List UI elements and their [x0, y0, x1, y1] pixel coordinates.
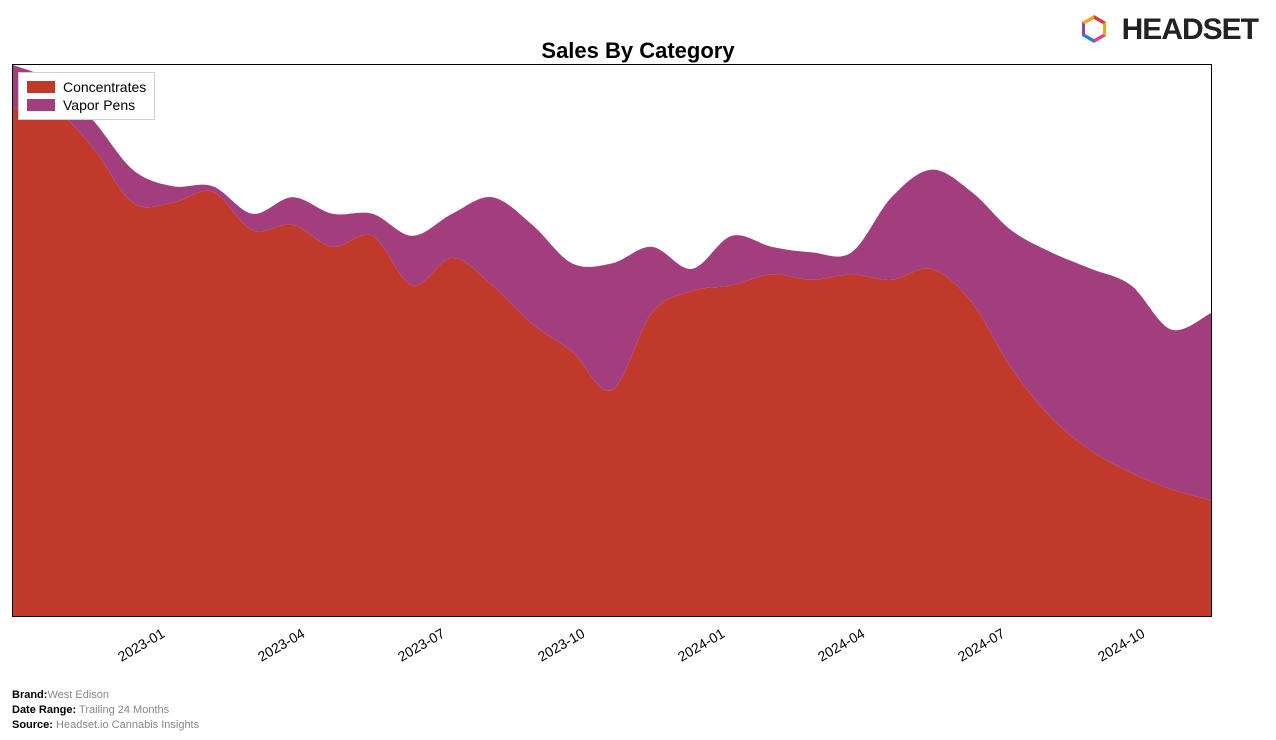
x-tick-label: 2023-07 [395, 625, 448, 665]
x-tick-label: 2024-04 [815, 625, 868, 665]
x-tick-label: 2024-07 [955, 625, 1008, 665]
chart-footer: Brand:West Edison Date Range: Trailing 2… [12, 688, 199, 733]
x-tick-label: 2023-04 [255, 625, 308, 665]
legend-swatch-concentrates [27, 81, 55, 93]
legend-swatch-vapor-pens [27, 99, 55, 111]
legend-label-concentrates: Concentrates [63, 79, 146, 95]
legend-item-vapor-pens: Vapor Pens [27, 97, 146, 113]
footer-brand: Brand:West Edison [12, 688, 199, 703]
x-tick-label: 2024-10 [1095, 625, 1148, 665]
chart-legend: Concentrates Vapor Pens [18, 72, 155, 120]
chart-plot-area [12, 64, 1212, 617]
chart-title: Sales By Category [0, 38, 1276, 64]
legend-label-vapor-pens: Vapor Pens [63, 97, 135, 113]
footer-date-range: Date Range: Trailing 24 Months [12, 703, 199, 718]
x-tick-label: 2024-01 [675, 625, 728, 665]
footer-source: Source: Headset.io Cannabis Insights [12, 718, 199, 733]
x-tick-label: 2023-01 [115, 625, 168, 665]
legend-item-concentrates: Concentrates [27, 79, 146, 95]
x-tick-label: 2023-10 [535, 625, 588, 665]
area-chart-svg [13, 65, 1211, 616]
